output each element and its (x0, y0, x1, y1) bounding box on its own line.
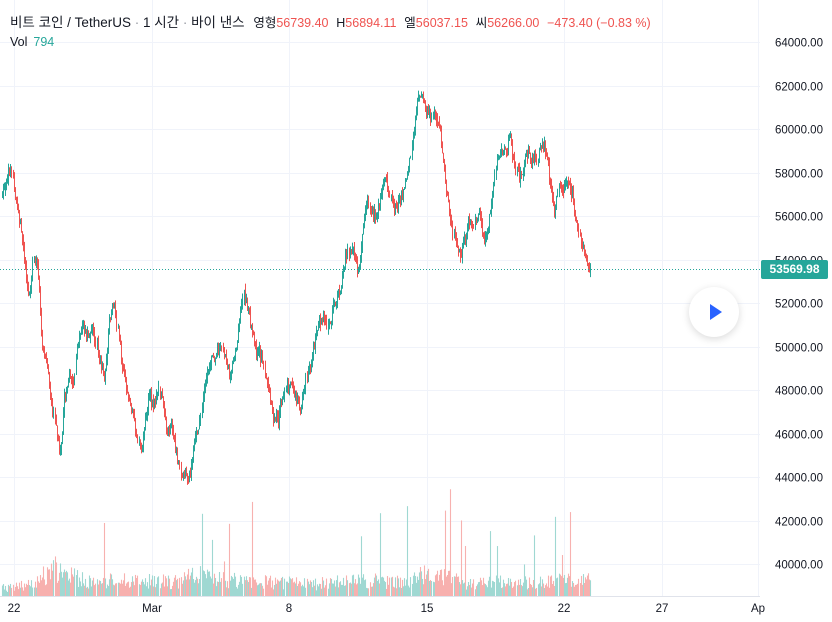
price-tick-label: 58000.00 (775, 169, 823, 181)
high-value: 56894.11 (345, 16, 397, 30)
close-value: 56266.00 (487, 16, 540, 30)
exchange: 바이 낸스 (191, 15, 245, 30)
volume-label: Vol (10, 35, 28, 49)
time-tick-label: 15 (421, 603, 434, 615)
price-tick-label: 50000.00 (775, 343, 823, 355)
separator: · (134, 15, 140, 30)
change-value: −473.40 (−0.83 %) (547, 16, 651, 30)
close-label: 씨 (475, 16, 488, 30)
price-tick-label: 64000.00 (775, 38, 823, 50)
price-tick-label: 56000.00 (775, 212, 823, 224)
time-tick-label: 8 (286, 603, 292, 615)
time-axis: 22 Mar 8 15 22 27 Ap (8, 603, 765, 615)
price-tick-label: 62000.00 (775, 82, 823, 94)
price-tick-label: 60000.00 (775, 125, 823, 137)
price-axis: 64000.00 62000.00 60000.00 58000.00 56000.00… (775, 38, 823, 572)
volume-bars (1, 489, 592, 596)
replay-button[interactable] (689, 287, 739, 337)
open-value: 56739.40 (276, 16, 329, 30)
volume-legend: Vol 794 (10, 35, 54, 49)
price-tick-label: 52000.00 (775, 299, 823, 311)
legend-header: 비트 코인 / TetherUS · 1 시간 · 바이 낸스 영형56739.… (10, 11, 651, 31)
time-tick-label: Ap (751, 603, 765, 615)
time-tick-label: Mar (142, 603, 162, 615)
high-label: H (336, 16, 346, 30)
price-tick-label: 44000.00 (775, 473, 823, 485)
candles (2, 90, 591, 485)
time-tick-label: 22 (8, 603, 21, 615)
last-price-tag: 53569.98 (761, 260, 828, 279)
open-label: 영형 (253, 16, 277, 30)
low-label: 엘 (404, 16, 416, 30)
low-value: 56037.15 (415, 16, 468, 30)
grid (0, 0, 760, 596)
symbol-name[interactable]: 비트 코인 / TetherUS (10, 15, 131, 30)
interval[interactable]: 1 시간 (143, 15, 180, 30)
price-tick-label: 40000.00 (775, 560, 823, 572)
time-tick-label: 22 (558, 603, 571, 615)
separator: · (182, 15, 188, 30)
time-tick-label: 27 (656, 603, 669, 615)
play-icon (710, 304, 722, 320)
price-tick-label: 46000.00 (775, 430, 823, 442)
volume-value: 794 (33, 35, 55, 49)
price-tick-label: 42000.00 (775, 517, 823, 529)
price-tick-label: 48000.00 (775, 386, 823, 398)
